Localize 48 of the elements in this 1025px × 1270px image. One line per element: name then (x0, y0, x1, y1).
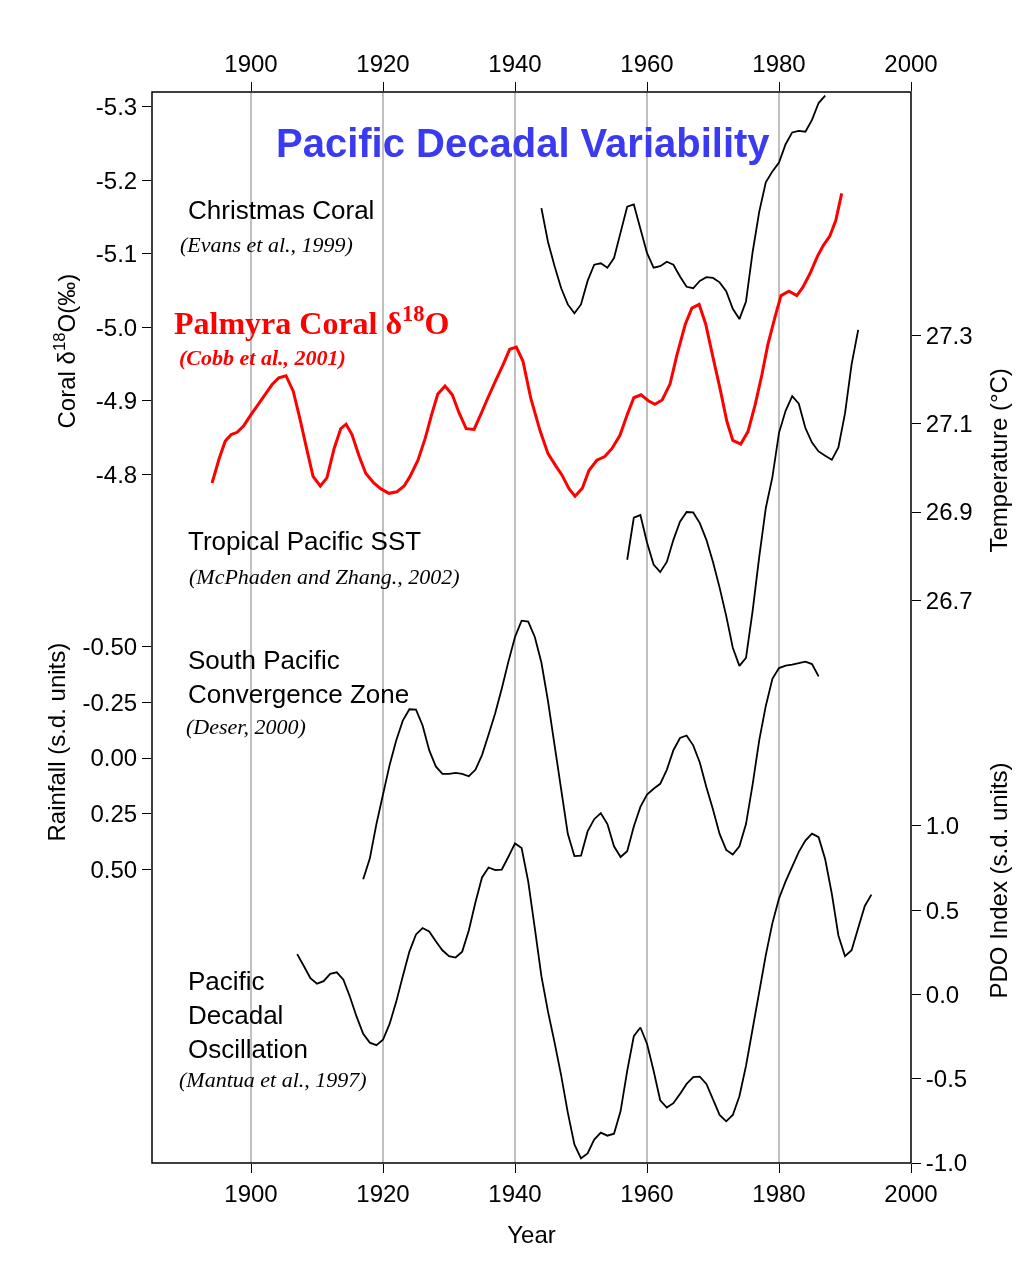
annotation: (Mantua et al., 1997) (179, 1067, 367, 1092)
y-tick-label: -5.0 (95, 313, 138, 341)
y2-tick-label: 27.1 (925, 409, 973, 437)
y-tick-label: -0.25 (82, 688, 138, 716)
y2-tick-label: 0.5 (925, 896, 960, 924)
annotation: Tropical Pacific SST (188, 526, 422, 556)
x-tick-label: 1920 (356, 50, 410, 78)
x-tick-label: 1980 (752, 50, 806, 78)
series-label: South Pacific Convergence Zone (188, 645, 410, 709)
series-label: Pacific Decadal Oscillation (188, 966, 308, 1064)
x-tick-label: 1940 (488, 50, 542, 78)
y-axis-title: Rainfall (s.d. units) (42, 642, 70, 842)
y2-tick-label: -1.0 (925, 1149, 968, 1177)
y-tick-label: -4.9 (95, 387, 138, 415)
series-label: Palmyra Coral δ$^{18}$O (174, 301, 450, 342)
annotation: Christmas Coral (188, 195, 375, 225)
y-tick-label: -5.2 (95, 166, 138, 194)
y-tick-label: -4.8 (95, 460, 138, 488)
x-tick-label: 1960 (620, 50, 674, 78)
x-tick-label: 1940 (488, 1179, 542, 1207)
annotation: (Cobb et al., 2001) (179, 345, 346, 370)
y2-tick-label: 1.0 (925, 812, 960, 840)
y2-tick-label: 26.7 (925, 586, 973, 614)
y2-tick-label: 26.9 (925, 498, 973, 526)
annotation: (Evans et al., 1999) (180, 232, 353, 257)
y2-tick-label: 27.3 (925, 321, 973, 349)
y-tick-label: 0.25 (90, 800, 138, 828)
y-tick-label: 0.00 (90, 744, 138, 772)
x-tick-label: 1960 (620, 1179, 674, 1207)
y-tick-label: -0.50 (82, 633, 138, 661)
y-tick-label: -5.1 (95, 240, 138, 268)
x-tick-label: 1920 (356, 1179, 410, 1207)
y2-axis-title: Temperature (°C) (984, 368, 1012, 553)
annotation: (Deser, 2000) (186, 714, 306, 739)
y-tick-label: -5.3 (95, 93, 138, 121)
y2-tick-label: -0.5 (925, 1065, 968, 1093)
annotation: (McPhaden and Zhang., 2002) (189, 564, 460, 589)
x-tick-label: 2000 (884, 1179, 938, 1207)
text: Pacific Decadal Variability (276, 121, 771, 165)
y2-axis-title: PDO Index (s.d. units) (984, 762, 1012, 999)
x-tick-label: 1980 (752, 1179, 806, 1207)
x-axis-title: Year (507, 1221, 556, 1249)
x-tick-label: 2000 (884, 50, 938, 78)
line-series (626, 328, 860, 667)
y-tick-label: 0.50 (90, 855, 138, 883)
x-tick-label: 1900 (224, 50, 278, 78)
x-tick-label: 1900 (224, 1179, 278, 1207)
y2-tick-label: 0.0 (925, 980, 960, 1008)
